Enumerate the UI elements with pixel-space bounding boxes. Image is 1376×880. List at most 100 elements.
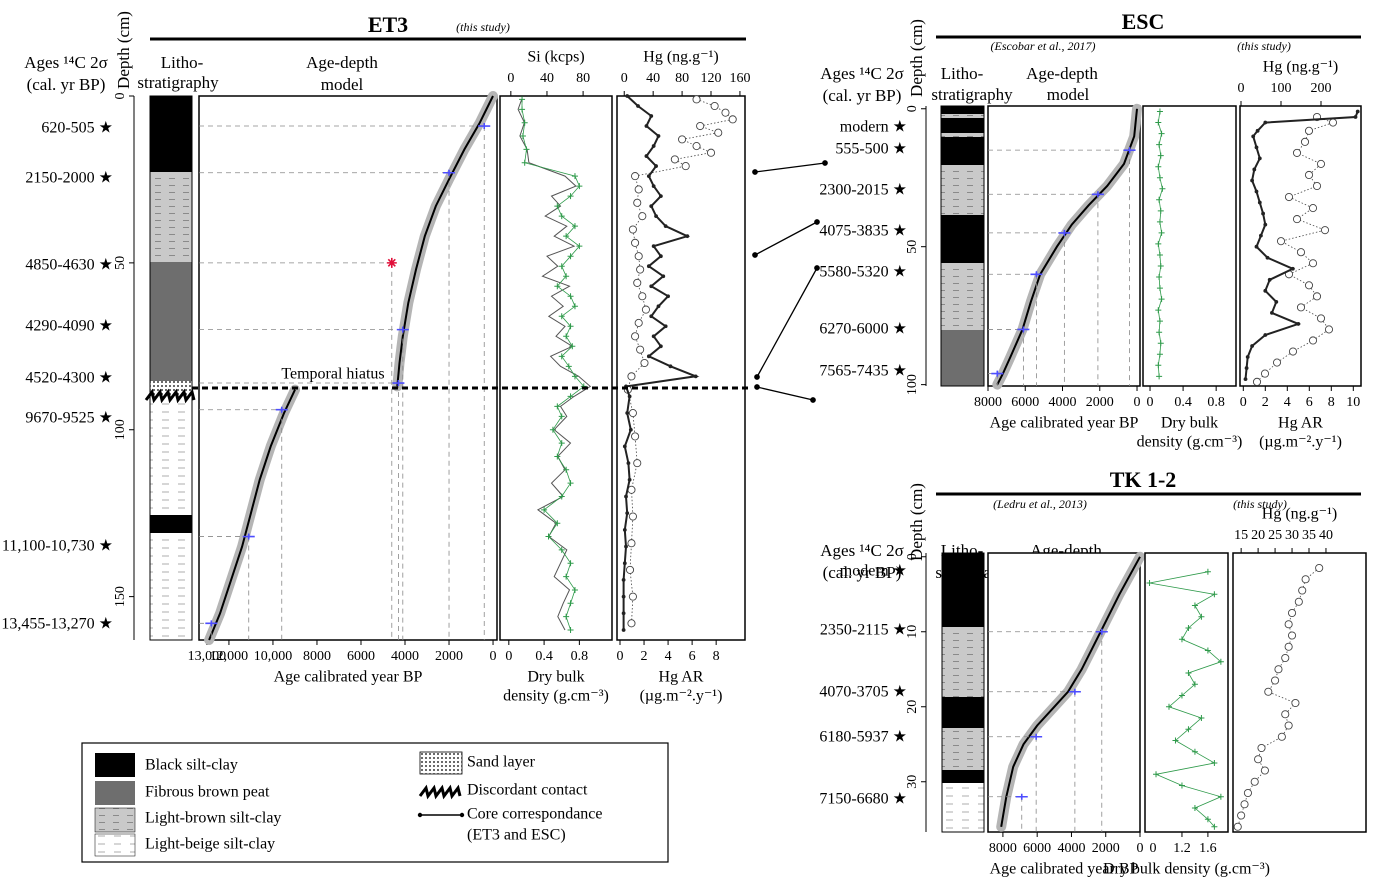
litho-layer: [941, 106, 984, 114]
marker: [1233, 822, 1242, 831]
marker: [628, 592, 637, 601]
marker: [1185, 670, 1192, 676]
marker: [627, 539, 636, 548]
marker: [991, 370, 1004, 377]
marker: [571, 373, 578, 380]
marker: [571, 586, 578, 593]
marker: [1291, 698, 1300, 708]
marker: [275, 406, 288, 413]
litho-frame: [149, 95, 193, 641]
marker: [1308, 336, 1318, 345]
marker: [1274, 299, 1279, 304]
marker: [1304, 170, 1314, 180]
axis-label: Dry bulk density (g.cm⁻³): [1103, 861, 1270, 878]
marker: [1243, 788, 1252, 798]
legend-label: (ET3 and ESC): [467, 827, 566, 844]
marker: [541, 506, 548, 513]
marker: [627, 477, 632, 482]
litho-layer: [941, 215, 984, 263]
x-tick-label: 4000: [1049, 395, 1077, 410]
marker: [670, 155, 679, 164]
marker: [1159, 185, 1166, 192]
marker: [1191, 602, 1198, 609]
marker: [1155, 240, 1162, 247]
marker: [656, 134, 661, 138]
marker: [1277, 732, 1286, 741]
x-tick-label: 1.6: [1199, 841, 1217, 856]
marker: [1211, 823, 1218, 830]
marker: [663, 224, 668, 229]
marker: [646, 174, 651, 178]
axis-label: Hg AR: [659, 669, 704, 686]
x-tick-label: 0.4: [535, 649, 553, 664]
marker: [625, 411, 630, 415]
x-tick-label: 0: [1150, 841, 1157, 856]
x-tick-label: 8000: [303, 649, 331, 664]
marker: [1156, 251, 1163, 258]
marker: [396, 326, 409, 333]
marker: [1259, 233, 1263, 238]
legend-label: Core correspondance: [467, 806, 603, 823]
x-tick-label: 2000: [435, 649, 463, 664]
marker: [631, 432, 640, 441]
x-tick-label: 40: [646, 71, 660, 86]
marker: [567, 626, 574, 633]
marker: [1204, 568, 1211, 575]
marker: [549, 426, 556, 433]
y-tick-label: 100: [905, 374, 920, 395]
x-tick-label: 1.2: [1173, 841, 1191, 856]
marker: [1312, 292, 1322, 301]
series-line: [1000, 556, 1141, 827]
marker: [644, 154, 649, 158]
marker: [644, 124, 649, 128]
age-label: 7150-6680 ★: [819, 791, 907, 808]
age-label: 7565-7435 ★: [819, 363, 907, 380]
marker: [571, 173, 578, 180]
marker: [651, 184, 656, 189]
marker: [1237, 811, 1246, 820]
marker: [1146, 580, 1153, 586]
axis-label: Si (kcps): [527, 49, 584, 66]
y-tick-label: 0: [113, 93, 128, 100]
marker: [633, 459, 642, 468]
marker: [1252, 167, 1257, 172]
marker: [1296, 322, 1301, 326]
marker: [693, 374, 698, 379]
marker: [1178, 636, 1185, 643]
axis-label: Dry bulk: [527, 669, 584, 686]
marker: [706, 148, 716, 157]
marker: [1191, 748, 1198, 755]
marker: [1296, 303, 1306, 312]
marker: [1304, 126, 1314, 135]
ages-header: Ages ¹⁴C 2σ: [24, 53, 107, 72]
x-tick-label: 8000: [974, 395, 1002, 410]
marker: [1257, 743, 1266, 753]
x-tick-label: 2: [641, 649, 648, 664]
marker: [558, 493, 565, 500]
x-tick-label: 6000: [347, 649, 375, 664]
marker: [567, 560, 574, 567]
marker: [1017, 326, 1030, 333]
x-tick-label: 200: [1311, 81, 1332, 96]
marker: [1287, 631, 1297, 640]
marker: [567, 193, 574, 200]
depth-label: Depth (cm): [907, 483, 926, 561]
axis-label: Hg AR: [1278, 415, 1323, 432]
x-tick-label: 10,000: [254, 649, 293, 664]
x-tick-label: 0: [1147, 395, 1154, 410]
x-tick-label: 15: [1234, 528, 1248, 543]
marker: [1156, 318, 1163, 325]
y-tick-label: 100: [113, 419, 128, 440]
marker: [625, 511, 630, 516]
marker: [1156, 108, 1163, 115]
x-tick-label: 12,000: [210, 649, 249, 664]
x-tick-label: 8000: [989, 841, 1017, 856]
marker: [1058, 229, 1071, 236]
axis-label: (µg.m⁻².y⁻¹): [640, 688, 723, 705]
marker: [523, 146, 530, 153]
marker: [714, 128, 723, 137]
marker: [696, 121, 705, 131]
y-tick-label: 30: [905, 775, 920, 789]
axis-label: density (g.cm⁻³): [1137, 434, 1243, 451]
